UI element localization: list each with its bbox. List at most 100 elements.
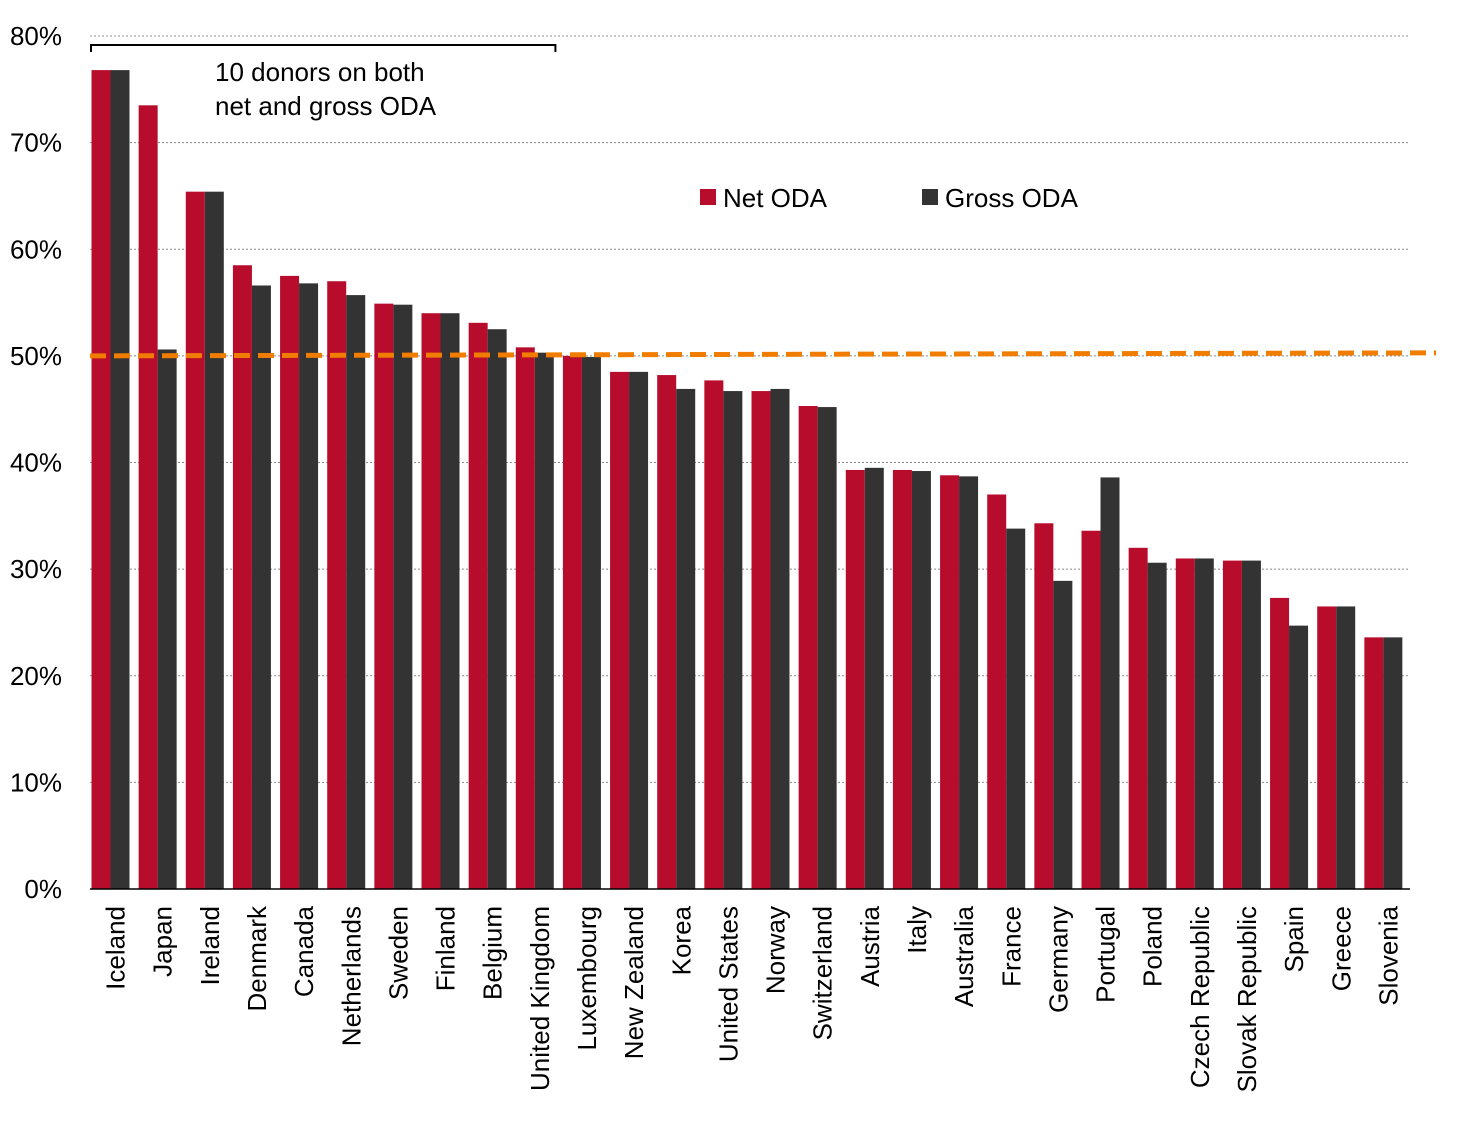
- bar-net-oda-portugal: [1081, 530, 1101, 889]
- y-axis-ticks: 0% 10% 20% 30% 40% 50% 60% 70% 80%: [10, 21, 62, 904]
- category-label-austria: Austria: [855, 905, 885, 986]
- category-label-australia: Australia: [949, 905, 979, 1007]
- y-tick-label: 80%: [10, 21, 62, 51]
- legend-swatch-net-oda: [700, 189, 716, 205]
- annotation-line-1: 10 donors on both: [215, 57, 425, 87]
- bar-net-oda-norway: [751, 391, 771, 889]
- bar-gross-oda-norway: [770, 388, 790, 889]
- annotation-bracket: [90, 44, 557, 52]
- bar-gross-oda-spain: [1289, 625, 1309, 889]
- annotation: 10 donors on both net and gross ODA: [90, 44, 557, 121]
- y-tick-label: 70%: [10, 128, 62, 158]
- category-label-greece: Greece: [1326, 906, 1356, 991]
- category-label-slovenia: Slovenia: [1373, 905, 1403, 1005]
- bar-net-oda-sweden: [374, 303, 394, 889]
- bar-gross-oda-united-states: [723, 391, 743, 889]
- bar-gross-oda-australia: [959, 476, 979, 889]
- y-tick-label: 20%: [10, 661, 62, 691]
- bar-net-oda-greece: [1317, 606, 1337, 889]
- bar-gross-oda-poland: [1147, 562, 1167, 889]
- bar-net-oda-iceland: [91, 70, 111, 890]
- bar-gross-oda-czech-republic: [1194, 558, 1214, 889]
- bar-gross-oda-united-kingdom: [534, 352, 554, 889]
- category-label-norway: Norway: [761, 906, 791, 994]
- bar-net-oda-switzerland: [798, 405, 818, 889]
- reference-line: [89, 350, 1437, 359]
- annotation-line-2: net and gross ODA: [215, 91, 437, 121]
- bar-gross-oda-new-zealand: [629, 371, 649, 889]
- bar-gross-oda-germany: [1053, 580, 1073, 889]
- bar-net-oda-czech-republic: [1175, 558, 1195, 889]
- bar-gross-oda-slovak-republic: [1241, 560, 1261, 889]
- bar-gross-oda-netherlands: [346, 295, 366, 889]
- category-label-italy: Italy: [902, 906, 932, 954]
- category-label-japan: Japan: [148, 906, 178, 977]
- category-label-spain: Spain: [1279, 906, 1309, 973]
- category-label-denmark: Denmark: [242, 905, 272, 1011]
- y-tick-label: 0%: [24, 874, 62, 904]
- category-label-finland: Finland: [431, 906, 461, 991]
- bar-net-oda-spain: [1270, 597, 1290, 889]
- category-label-united-states: United States: [713, 906, 743, 1062]
- bar-gross-oda-ireland: [204, 191, 224, 890]
- bar-net-oda-japan: [138, 105, 158, 889]
- category-label-netherlands: Netherlands: [336, 906, 366, 1046]
- category-label-poland: Poland: [1138, 906, 1168, 987]
- category-label-sweden: Sweden: [383, 906, 413, 1000]
- category-label-belgium: Belgium: [478, 906, 508, 1000]
- y-tick-label: 60%: [10, 234, 62, 264]
- y-tick-label: 10%: [10, 767, 62, 797]
- bar-gross-oda-slovenia: [1383, 637, 1403, 889]
- bar-net-oda-netherlands: [327, 281, 347, 889]
- bar-net-oda-italy: [892, 469, 912, 889]
- y-tick-label: 50%: [10, 341, 62, 371]
- bar-gross-oda-japan: [157, 349, 177, 889]
- legend-label-gross-oda: Gross ODA: [945, 183, 1079, 213]
- bar-net-oda-new-zealand: [610, 371, 630, 889]
- bar-net-oda-france: [987, 494, 1007, 889]
- bar-gross-oda-switzerland: [817, 407, 837, 889]
- category-label-switzerland: Switzerland: [808, 906, 838, 1040]
- bar-gross-oda-belgium: [487, 329, 507, 889]
- bar-net-oda-slovenia: [1364, 637, 1384, 889]
- bar-gross-oda-korea: [676, 388, 696, 889]
- bar-gross-oda-denmark: [251, 285, 271, 889]
- bar-net-oda-finland: [421, 313, 441, 890]
- category-label-ireland: Ireland: [195, 906, 225, 986]
- category-label-canada: Canada: [289, 905, 319, 997]
- category-label-germany: Germany: [1043, 906, 1073, 1013]
- y-tick-label: 40%: [10, 448, 62, 478]
- bar-net-oda-canada: [280, 275, 300, 889]
- bar-gross-oda-greece: [1336, 606, 1356, 889]
- category-labels: Iceland Japan Ireland Denmark Canada Netherla…: [101, 905, 1404, 1092]
- bar-gross-oda-sweden: [393, 304, 413, 889]
- bar-gross-oda-canada: [299, 283, 319, 889]
- bar-net-oda-austria: [845, 469, 865, 889]
- category-label-new-zealand: New Zealand: [619, 906, 649, 1059]
- bar-gross-oda-portugal: [1100, 477, 1120, 889]
- bar-net-oda-australia: [940, 475, 960, 889]
- bar-net-oda-korea: [657, 375, 677, 889]
- legend: Net ODA Gross ODA: [700, 183, 1079, 213]
- bar-net-oda-united-states: [704, 380, 724, 889]
- bar-gross-oda-luxembourg: [581, 356, 601, 889]
- bar-gross-oda-iceland: [110, 70, 130, 890]
- bar-net-oda-slovak-republic: [1222, 560, 1242, 889]
- category-label-luxembourg: Luxembourg: [572, 906, 602, 1051]
- bar-net-oda-united-kingdom: [515, 347, 535, 890]
- category-label-france: France: [996, 906, 1026, 987]
- bar-net-oda-ireland: [185, 191, 205, 890]
- category-label-iceland: Iceland: [101, 906, 131, 990]
- legend-label-net-oda: Net ODA: [723, 183, 828, 213]
- y-tick-label: 30%: [10, 554, 62, 584]
- bar-gross-oda-finland: [440, 313, 460, 890]
- bar-net-oda-germany: [1034, 523, 1054, 889]
- legend-swatch-gross-oda: [922, 189, 938, 205]
- bar-gross-oda-italy: [911, 471, 931, 889]
- category-label-united-kingdom: United Kingdom: [525, 906, 555, 1091]
- category-label-korea: Korea: [666, 905, 696, 975]
- reference-line-50: [89, 350, 1437, 359]
- bar-net-oda-denmark: [232, 265, 252, 889]
- category-label-portugal: Portugal: [1091, 906, 1121, 1003]
